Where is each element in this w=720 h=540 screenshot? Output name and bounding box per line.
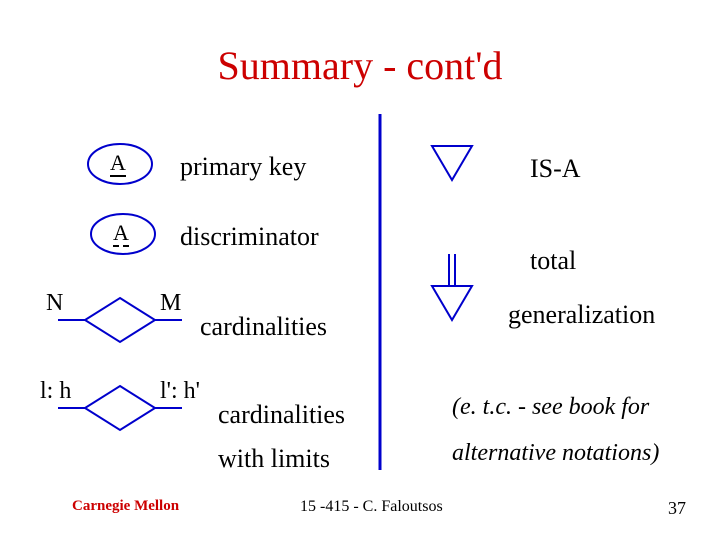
footer-left: Carnegie Mellon xyxy=(72,498,179,515)
cardinalities-limits-label: cardinalities xyxy=(218,400,345,430)
limits-lh-label: l: h xyxy=(40,378,71,405)
total-generalization-icon xyxy=(432,254,472,320)
primary-key-label: primary key xyxy=(180,152,306,182)
book-note-2: alternative notations) xyxy=(452,440,659,467)
discriminator-label: discriminator xyxy=(180,222,319,252)
footer-right: 37 xyxy=(668,498,686,519)
total-label: total xyxy=(530,246,576,276)
generalization-label: generalization xyxy=(508,300,655,330)
discriminator-A: A xyxy=(113,220,129,246)
with-limits-label: with limits xyxy=(218,444,330,474)
card-N-label: N xyxy=(46,290,63,317)
book-note-1: (e. t.c. - see book for xyxy=(452,394,649,421)
isa-label: IS-A xyxy=(530,154,581,184)
limits-lh2-label: l': h' xyxy=(160,378,200,405)
isa-triangle-icon xyxy=(432,146,472,180)
slide: Summary - cont'd A A primary key discrim… xyxy=(0,0,720,540)
primary-key-A: A xyxy=(110,150,126,176)
footer-center: 15 -415 - C. Faloutsos xyxy=(300,498,443,516)
card-M-label: M xyxy=(160,290,181,317)
cardinalities-label: cardinalities xyxy=(200,312,327,342)
